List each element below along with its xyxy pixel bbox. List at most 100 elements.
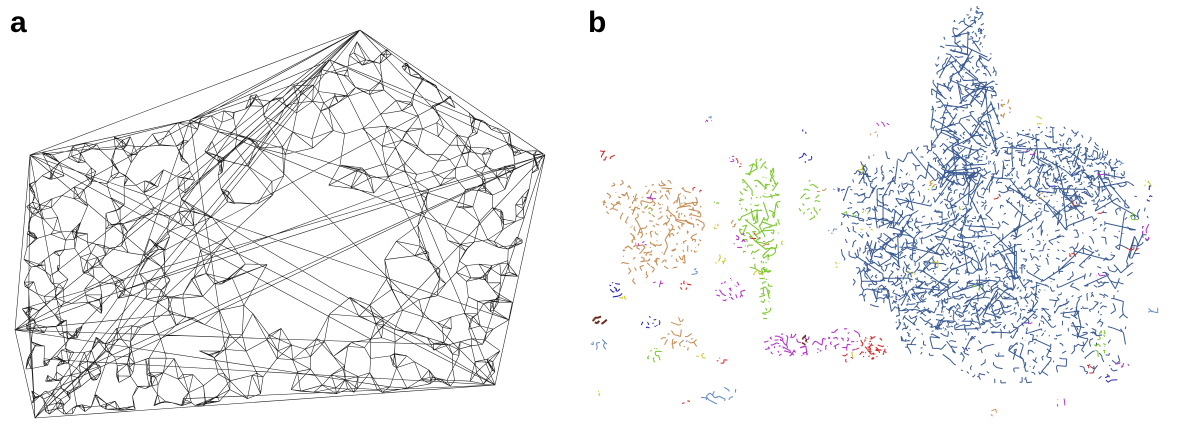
fragment-cluster	[895, 294, 901, 301]
fragment-cluster	[928, 179, 937, 188]
fragment-cluster	[860, 228, 873, 233]
fragment-cluster	[851, 351, 858, 358]
red-cluster	[679, 280, 692, 290]
fragment-cluster	[861, 209, 869, 215]
fragment-cluster	[681, 400, 691, 405]
large-component-cluster	[860, 210, 1040, 330]
fragment-cluster	[692, 186, 702, 193]
fragment-cluster	[1144, 179, 1152, 187]
light-blue-cluster	[590, 339, 608, 350]
green-cluster	[646, 347, 662, 363]
blue-cluster	[640, 315, 661, 329]
triangulation-mesh-panel	[14, 29, 546, 419]
network-components-panel	[590, 5, 1159, 417]
fragment-cluster	[713, 223, 719, 230]
fragment-cluster	[869, 131, 879, 138]
fragment-cluster	[735, 157, 742, 168]
fragment-cluster	[827, 228, 838, 234]
fragment-cluster	[730, 219, 737, 228]
large-component-cluster	[964, 5, 985, 44]
red-cluster	[1086, 363, 1095, 374]
red-cluster	[599, 150, 615, 161]
fragment-cluster	[842, 353, 854, 363]
fragment-cluster	[749, 233, 761, 240]
fragment-cluster	[713, 201, 720, 205]
purple-cluster	[762, 333, 828, 357]
mesh-path	[14, 29, 546, 419]
fragment-cluster	[932, 259, 939, 269]
fragment-cluster	[832, 187, 841, 192]
fragment-cluster	[716, 357, 728, 364]
purple-cluster	[1141, 224, 1150, 241]
orange-cluster	[602, 179, 639, 220]
red-cluster	[856, 335, 888, 360]
fragment-cluster	[1096, 272, 1106, 277]
fragment-cluster	[843, 211, 857, 217]
fragment-cluster	[708, 115, 713, 122]
orange-cluster	[660, 329, 698, 351]
purple-cluster	[715, 277, 746, 302]
orange-cluster	[1000, 99, 1012, 119]
fragment-cluster	[1126, 246, 1139, 251]
fragment-cluster	[834, 261, 840, 269]
brown-cluster	[591, 315, 608, 325]
fragment-cluster	[857, 164, 865, 174]
large-component-cluster	[840, 151, 920, 308]
fragment-cluster	[955, 206, 964, 210]
orange-cluster	[624, 180, 705, 270]
fragment-cluster	[990, 408, 998, 417]
large-component-cluster	[1070, 280, 1129, 380]
fragment-cluster	[1036, 116, 1043, 125]
fragment-cluster	[1097, 210, 1104, 215]
fragment-cluster	[780, 240, 784, 245]
green-cluster	[758, 261, 773, 320]
fragment-cluster	[1047, 183, 1063, 187]
fragment-cluster	[1104, 375, 1118, 383]
brown-cluster	[801, 334, 808, 346]
purple-cluster	[827, 328, 862, 351]
large-component-cluster	[990, 126, 1110, 215]
blue-cluster	[1146, 185, 1153, 202]
blue-cluster	[609, 282, 623, 298]
fragment-cluster	[1115, 361, 1129, 368]
fragment-cluster	[670, 317, 684, 326]
light-blue-cluster	[701, 386, 737, 405]
panel-a-label: a	[10, 6, 27, 39]
fragment-cluster	[816, 188, 827, 193]
large-component-cluster	[895, 280, 955, 356]
fragment-cluster	[1072, 196, 1080, 207]
fragment-cluster	[956, 257, 964, 264]
fragment-cluster	[646, 193, 656, 200]
fragment-cluster	[762, 240, 770, 247]
fragment-cluster	[691, 267, 699, 275]
fragment-cluster	[682, 339, 688, 342]
fragment-cluster	[961, 346, 970, 352]
fragment-cluster	[1025, 149, 1036, 155]
green-cluster	[1094, 330, 1107, 357]
large-component-cluster	[935, 275, 1085, 384]
yellow-cluster	[715, 254, 726, 265]
fragment-cluster	[1056, 398, 1066, 407]
fragment-cluster	[696, 352, 706, 359]
fragment-cluster	[652, 280, 664, 288]
panel-b-label: b	[588, 6, 607, 39]
fragment-cluster	[1097, 173, 1107, 177]
green-cluster	[737, 158, 781, 275]
mesh-edges	[14, 29, 546, 419]
fragment-cluster	[1098, 329, 1106, 335]
fragment-cluster	[993, 193, 1001, 200]
fragment-cluster	[1147, 307, 1159, 314]
fragment-cluster	[704, 119, 709, 123]
fragment-cluster	[907, 270, 916, 276]
fragment-cluster	[801, 129, 807, 134]
fragment-cluster	[798, 152, 813, 164]
fragment-cluster	[1038, 191, 1048, 200]
fragment-cluster	[1129, 212, 1139, 221]
network-clusters	[590, 5, 1159, 417]
fragment-cluster	[597, 390, 601, 397]
green-cluster	[798, 179, 821, 221]
fragment-cluster	[1113, 160, 1124, 166]
fragment-cluster	[752, 270, 764, 276]
large-component-cluster	[1045, 145, 1125, 205]
fragment-cluster	[728, 155, 735, 163]
